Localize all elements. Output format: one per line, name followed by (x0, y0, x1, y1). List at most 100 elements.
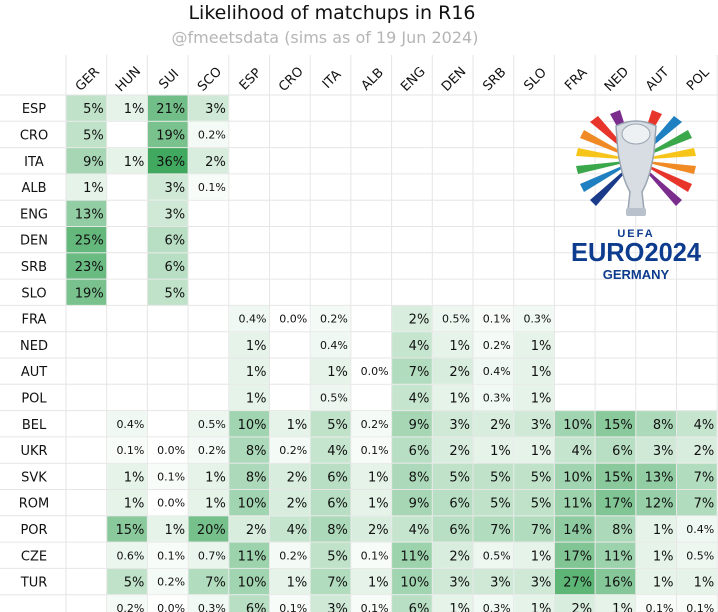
cell-label-pol-eng: 4% (409, 391, 430, 406)
heatmap-cell-svk-sui (147, 463, 188, 489)
heatmap-cell-aut-srb (473, 358, 514, 384)
heatmap-cell-tur-fra (554, 568, 595, 595)
cell-label-ned-srb: 0.2% (483, 339, 511, 352)
row-label-ita: ITA (24, 155, 44, 170)
cell-label-bel-esp: 10% (238, 418, 267, 433)
row-label-cro: CRO (20, 128, 48, 143)
heatmap-cell-fra-slo (514, 305, 554, 332)
heatmap-cell-ned-den (432, 332, 473, 358)
heatmap-cell-cro-sui (147, 121, 188, 148)
cell-label-ita-sco: 2% (205, 155, 226, 170)
heatmap-cell-geo-hun (107, 595, 147, 612)
cell-label-ukr-slo: 1% (531, 444, 552, 459)
cell-label-geo-pol: 0.1% (686, 602, 714, 612)
cell-label-ukr-ned: 6% (612, 444, 633, 459)
cell-label-cze-esp: 11% (238, 549, 267, 564)
cell-label-rom-aut: 12% (645, 497, 674, 512)
heatmap-cell-esp-ger (66, 95, 107, 121)
heatmap-cell-ukr-cro (270, 437, 310, 463)
cell-label-rom-alb: 1% (368, 497, 389, 512)
heatmap-cell-bel-eng (392, 411, 432, 437)
heatmap-cell-por-cro (270, 516, 310, 542)
cell-label-cze-pol: 0.5% (686, 549, 714, 562)
heatmap-cell-por-sui (147, 516, 188, 542)
cell-label-bel-ita: 5% (327, 418, 348, 433)
heatmap-cell-ukr-pol (677, 437, 717, 463)
heatmap-cell-rom-hun (107, 490, 147, 516)
cell-label-rom-den: 6% (449, 497, 470, 512)
heatmap-cell-tur-esp (229, 568, 269, 595)
cell-label-rom-slo: 5% (531, 497, 552, 512)
heatmap-cell-aut-slo (514, 358, 554, 384)
cell-label-rom-pol: 7% (694, 497, 715, 512)
heatmap-cell-alb-sco (188, 174, 229, 200)
cell-label-ukr-pol: 2% (694, 444, 715, 459)
heatmap-cell-pol-slo (514, 384, 554, 411)
cell-label-por-cro: 4% (287, 523, 308, 538)
heatmap-cell-rom-srb (473, 490, 514, 516)
cell-label-ita-sui: 36% (156, 155, 185, 170)
heatmap-cell-geo-ita (310, 595, 351, 612)
cell-label-aut-srb: 0.4% (483, 365, 511, 378)
heatmap-cell-svk-aut (636, 463, 676, 489)
cell-label-ukr-hun: 0.1% (116, 444, 144, 457)
cell-label-aut-slo: 1% (531, 365, 552, 380)
heatmap-cell-aut-alb (351, 358, 392, 384)
cell-label-por-pol: 0.4% (686, 523, 714, 536)
heatmap-cell-ukr-slo (514, 437, 554, 463)
cell-label-tur-alb: 1% (368, 576, 389, 591)
row-label-ned: NED (20, 339, 48, 354)
cell-label-por-fra: 14% (563, 523, 592, 538)
heatmap-cell-cze-pol (677, 542, 717, 568)
heatmap-cell-eng-ger (66, 200, 107, 226)
cell-label-svk-slo: 5% (531, 470, 552, 485)
heatmap-cell-svk-alb (351, 463, 392, 489)
cell-label-tur-hun: 5% (124, 576, 145, 591)
heatmap-cell-cze-aut (636, 542, 676, 568)
column-label-ita: ITA (320, 67, 345, 92)
cell-label-cze-sui: 0.1% (157, 549, 185, 562)
cell-label-ukr-ita: 4% (327, 444, 348, 459)
cell-label-por-eng: 4% (409, 523, 430, 538)
cell-label-esp-hun: 1% (124, 102, 145, 117)
heatmap-cell-pol-den (432, 384, 473, 411)
heatmap-cell-fra-cro (270, 305, 310, 332)
heatmap-cell-rom-slo (514, 490, 554, 516)
column-label-alb: ALB (359, 65, 387, 93)
cell-label-ukr-cro: 0.2% (279, 444, 307, 457)
cell-label-tur-slo: 3% (531, 576, 552, 591)
heatmap-cell-bel-den (432, 411, 473, 437)
row-label-srb: SRB (21, 260, 47, 275)
cell-label-bel-fra: 10% (563, 418, 592, 433)
cell-label-svk-ned: 15% (604, 470, 633, 485)
heatmap-cell-srb-sui (147, 253, 188, 279)
row-label-por: POR (20, 523, 47, 538)
cell-label-ukr-srb: 1% (490, 444, 511, 459)
heatmap-cell-ned-slo (514, 332, 554, 358)
cell-label-geo-fra: 2% (571, 602, 592, 612)
cell-label-svk-ita: 6% (327, 470, 348, 485)
heatmap-cell-esp-sui (147, 95, 188, 121)
cell-label-ned-slo: 1% (531, 339, 552, 354)
cell-label-fra-slo: 0.3% (523, 313, 551, 326)
cell-label-fra-eng: 2% (409, 313, 430, 328)
cell-label-esp-sui: 21% (156, 102, 185, 117)
heatmap-cell-pol-eng (392, 384, 432, 411)
row-label-esp: ESP (22, 102, 46, 117)
heatmap-cell-ita-ger (66, 148, 107, 174)
cell-label-fra-cro: 0.0% (279, 313, 307, 326)
cell-label-ita-ger: 9% (83, 155, 104, 170)
heatmap-cell-geo-esp (229, 595, 269, 612)
cell-label-tur-aut: 1% (653, 576, 674, 591)
cell-label-bel-srb: 2% (490, 418, 511, 433)
heatmap-cell-geo-cro (270, 595, 310, 612)
heatmap-cell-pol-srb (473, 384, 514, 411)
heatmap-cell-srb-ger (66, 253, 107, 279)
cell-label-rom-ita: 6% (327, 497, 348, 512)
heatmap-cell-cze-srb (473, 542, 514, 568)
cell-label-por-srb: 7% (490, 523, 511, 538)
column-label-srb: SRB (480, 65, 509, 94)
cell-label-bel-aut: 8% (653, 418, 674, 433)
heatmap-cell-cro-ger (66, 121, 107, 148)
cell-label-cze-fra: 17% (563, 549, 592, 564)
